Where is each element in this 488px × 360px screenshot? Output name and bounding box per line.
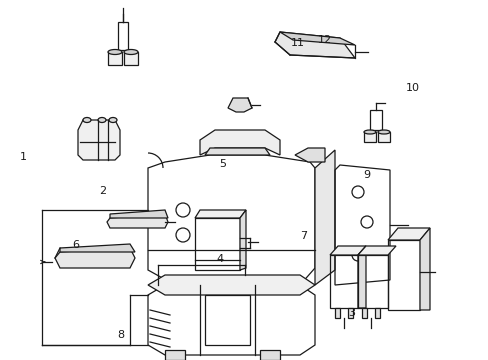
Ellipse shape xyxy=(124,50,138,54)
Polygon shape xyxy=(107,214,168,228)
Ellipse shape xyxy=(377,130,389,134)
Polygon shape xyxy=(357,246,365,308)
Polygon shape xyxy=(357,246,395,255)
Text: 1: 1 xyxy=(20,152,27,162)
Ellipse shape xyxy=(98,117,106,122)
Polygon shape xyxy=(363,132,375,142)
Polygon shape xyxy=(164,350,184,360)
Polygon shape xyxy=(377,132,389,142)
Text: 4: 4 xyxy=(216,254,223,264)
Polygon shape xyxy=(387,228,429,240)
Polygon shape xyxy=(195,210,245,218)
Polygon shape xyxy=(227,98,251,112)
Text: 2: 2 xyxy=(99,186,106,196)
Polygon shape xyxy=(60,244,135,252)
Ellipse shape xyxy=(363,130,375,134)
Polygon shape xyxy=(361,308,366,318)
Polygon shape xyxy=(347,308,352,318)
Polygon shape xyxy=(204,148,269,155)
Text: 7: 7 xyxy=(299,231,306,241)
Polygon shape xyxy=(148,275,314,295)
Text: 12: 12 xyxy=(318,35,331,45)
Text: 8: 8 xyxy=(118,330,124,340)
Polygon shape xyxy=(314,150,334,285)
Polygon shape xyxy=(329,246,365,255)
Polygon shape xyxy=(240,210,245,270)
Polygon shape xyxy=(55,248,135,268)
Polygon shape xyxy=(419,228,429,310)
Ellipse shape xyxy=(109,117,117,122)
Polygon shape xyxy=(108,52,122,65)
Ellipse shape xyxy=(83,117,91,122)
Polygon shape xyxy=(78,120,120,160)
Polygon shape xyxy=(260,350,280,360)
Text: 5: 5 xyxy=(219,159,225,169)
Text: 3: 3 xyxy=(348,308,355,318)
Text: 10: 10 xyxy=(406,83,419,93)
Polygon shape xyxy=(274,32,354,58)
Polygon shape xyxy=(374,308,379,318)
Polygon shape xyxy=(280,32,354,45)
Text: 9: 9 xyxy=(363,170,369,180)
Polygon shape xyxy=(124,52,138,65)
Polygon shape xyxy=(334,308,339,318)
Polygon shape xyxy=(294,148,325,162)
Polygon shape xyxy=(200,130,280,155)
Text: 6: 6 xyxy=(72,240,79,250)
Ellipse shape xyxy=(108,50,122,54)
Text: 11: 11 xyxy=(291,38,305,48)
Polygon shape xyxy=(110,210,168,218)
